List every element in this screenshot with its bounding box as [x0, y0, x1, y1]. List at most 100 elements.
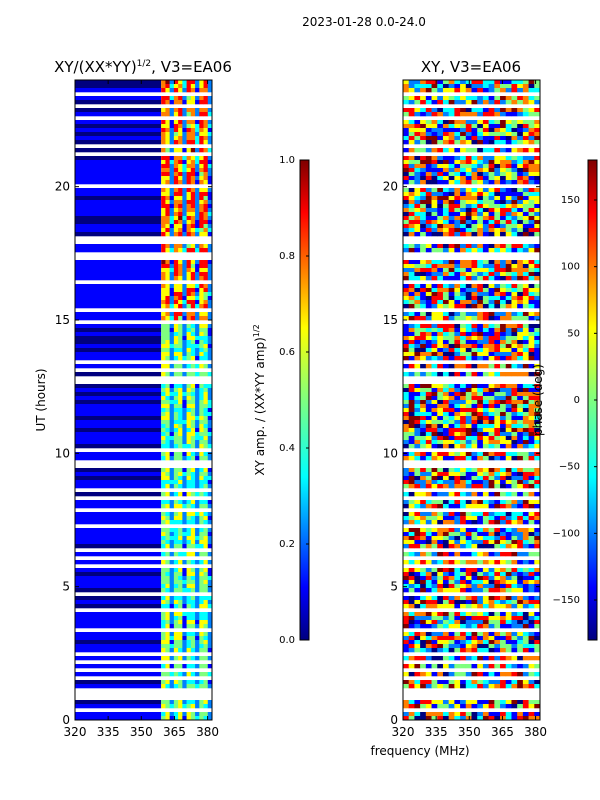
- heatmap-cell: [494, 620, 501, 625]
- heatmap-cell: [454, 112, 461, 117]
- heatmap-cell: [408, 148, 415, 153]
- heatmap-cell: [442, 164, 449, 169]
- heatmap-cell: [448, 552, 455, 557]
- heatmap-cell: [203, 416, 209, 421]
- heatmap-cell: [203, 220, 209, 225]
- heatmap-cell: [477, 156, 484, 161]
- heatmap-cell: [471, 472, 478, 477]
- heatmap-cell: [169, 656, 175, 661]
- heatmap-cell: [75, 352, 162, 357]
- heatmap-cell: [408, 528, 415, 533]
- heatmap-cell: [522, 124, 529, 129]
- heatmap-cell: [408, 228, 415, 233]
- heatmap-cell: [448, 220, 455, 225]
- phase-heatmap-row: [403, 568, 540, 573]
- heatmap-cell: [199, 520, 204, 525]
- heatmap-cell: [178, 712, 183, 717]
- heatmap-cell: [203, 672, 209, 677]
- heatmap-cell: [203, 704, 209, 709]
- heatmap-cell: [173, 348, 179, 353]
- heatmap-cell: [420, 468, 427, 473]
- heatmap-cell: [190, 88, 196, 93]
- heatmap-cell: [182, 484, 187, 489]
- heatmap-cell: [442, 664, 449, 669]
- heatmap-cell: [482, 284, 489, 289]
- heatmap-cell: [511, 264, 518, 269]
- heatmap-cell: [203, 516, 209, 521]
- heatmap-cell: [522, 532, 529, 537]
- heatmap-cell: [75, 616, 162, 621]
- heatmap-cell: [165, 456, 170, 461]
- heatmap-cell: [182, 580, 187, 585]
- heatmap-cell: [420, 128, 427, 133]
- heatmap-cell: [207, 604, 212, 609]
- heatmap-cell: [408, 436, 415, 441]
- phase-heatmap-row: [403, 328, 540, 333]
- heatmap-cell: [517, 604, 524, 609]
- heatmap-cell: [199, 700, 204, 705]
- heatmap-cell: [511, 268, 518, 273]
- heatmap-cell: [207, 616, 212, 621]
- heatmap-cell: [482, 396, 489, 401]
- heatmap-cell: [161, 172, 166, 177]
- heatmap-cell: [203, 544, 209, 549]
- heatmap-cell: [534, 220, 540, 225]
- heatmap-cell: [465, 220, 472, 225]
- heatmap-cell: [207, 436, 212, 441]
- heatmap-cell: [494, 204, 501, 209]
- heatmap-cell: [414, 196, 421, 201]
- heatmap-cell: [494, 624, 501, 629]
- heatmap-cell: [178, 644, 183, 649]
- heatmap-cell: [195, 476, 200, 481]
- heatmap-cell: [431, 432, 438, 437]
- heatmap-cell: [178, 348, 183, 353]
- heatmap-cell: [437, 436, 444, 441]
- heatmap-cell: [482, 604, 489, 609]
- heatmap-cell: [207, 204, 212, 209]
- heatmap-cell: [442, 420, 449, 425]
- heatmap-cell: [431, 588, 438, 593]
- heatmap-cell: [528, 224, 535, 229]
- heatmap-cell: [420, 292, 427, 297]
- heatmap-cell: [169, 532, 175, 537]
- heatmap-cell: [403, 428, 410, 433]
- heatmap-cell: [403, 292, 410, 297]
- heatmap-cell: [178, 456, 183, 461]
- heatmap-cell: [494, 260, 501, 265]
- heatmap-cell: [448, 440, 455, 445]
- heatmap-cell: [195, 716, 200, 720]
- heatmap-cell: [414, 444, 421, 449]
- heatmap-cell: [517, 484, 524, 489]
- heatmap-cell: [425, 484, 432, 489]
- heatmap-cell: [165, 208, 170, 213]
- heatmap-cell: [173, 540, 179, 545]
- heatmap-cell: [161, 220, 166, 225]
- heatmap-cell: [500, 264, 507, 269]
- heatmap-cell: [528, 492, 535, 497]
- heatmap-cell: [534, 568, 540, 573]
- heatmap-cell: [403, 388, 410, 393]
- heatmap-cell: [442, 204, 449, 209]
- heatmap-cell: [431, 580, 438, 585]
- heatmap-cell: [408, 396, 415, 401]
- heatmap-cell: [511, 100, 518, 105]
- heatmap-cell: [161, 624, 166, 629]
- heatmap-cell: [482, 324, 489, 329]
- heatmap-cell: [186, 352, 192, 357]
- heatmap-cell: [403, 472, 410, 477]
- heatmap-cell: [178, 680, 183, 685]
- heatmap-cell: [161, 456, 166, 461]
- heatmap-cell: [482, 200, 489, 205]
- heatmap-cell: [454, 140, 461, 145]
- heatmap-cell: [207, 568, 212, 573]
- heatmap-cell: [169, 264, 175, 269]
- heatmap-cell: [173, 216, 179, 221]
- heatmap-cell: [161, 132, 166, 137]
- heatmap-cell: [471, 716, 478, 720]
- heatmap-cell: [425, 576, 432, 581]
- amplitude-heatmap-row: [75, 284, 212, 289]
- heatmap-cell: [465, 188, 472, 193]
- phase-heatmap-row: [403, 372, 540, 377]
- heatmap-cell: [454, 428, 461, 433]
- heatmap-cell: [403, 636, 410, 641]
